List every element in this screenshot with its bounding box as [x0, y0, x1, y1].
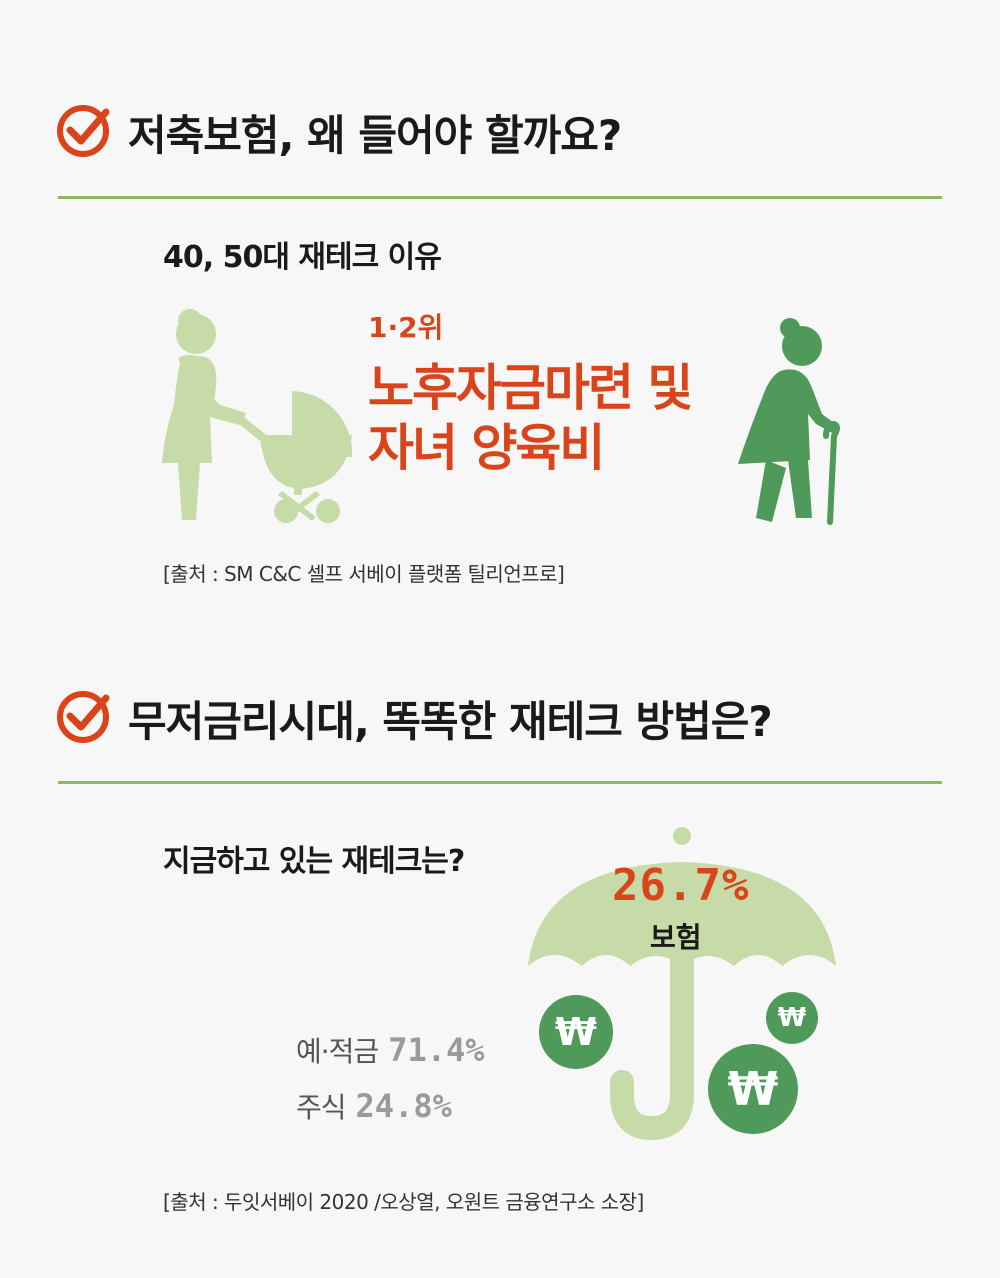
stat-stocks-value: 24.8% [355, 1087, 452, 1125]
section2-header: 무저금리시대, 똑똑한 재테크 방법은? [56, 686, 946, 766]
section2-subtitle: 지금하고 있는 재테크는? [163, 844, 465, 879]
rank-label: 1·2위 [368, 311, 444, 344]
section2-title: 무저금리시대, 똑똑한 재테크 방법은? [128, 697, 773, 746]
check-circle-icon [57, 691, 110, 743]
insurance-percent: 26.7% [612, 860, 750, 911]
stat-savings-label: 예·적금 [296, 1035, 379, 1068]
won-coin-icon: ₩ [539, 995, 613, 1069]
check-circle-icon [57, 105, 110, 157]
highlight-text: 노후자금마련 및 자녀 양육비 [368, 358, 748, 478]
section1-header: 저축보험, 왜 들어야 할까요? [56, 100, 946, 180]
section1-subtitle: 40, 50대 재테크 이유 [163, 240, 442, 275]
section1-divider [58, 196, 942, 199]
insurance-label: 보험 [650, 921, 702, 954]
highlight-line2: 자녀 양육비 [368, 419, 605, 477]
umbrella-icon [528, 827, 836, 1141]
highlight-line1: 노후자금마련 및 [368, 359, 693, 417]
elderly-woman-icon [738, 318, 840, 525]
won-coin-large-icon: ₩ [708, 1044, 798, 1134]
section1-source: [출처 : SM C&C 셀프 서베이 플랫폼 틸리언프로] [163, 562, 565, 586]
won-coin-small-icon: ₩ [766, 992, 818, 1044]
section2-divider [58, 781, 942, 784]
section2-source: [출처 : 두잇서베이 2020 /오상열, 오원트 금융연구소 소장] [163, 1190, 644, 1214]
section1-title: 저축보험, 왜 들어야 할까요? [128, 111, 622, 160]
stat-stocks: 주식 24.8% [296, 1086, 452, 1126]
stat-stocks-label: 주식 [296, 1091, 347, 1124]
woman-stroller-icon [162, 309, 353, 523]
stat-savings-value: 71.4% [388, 1031, 485, 1069]
stat-savings: 예·적금 71.4% [296, 1030, 485, 1070]
